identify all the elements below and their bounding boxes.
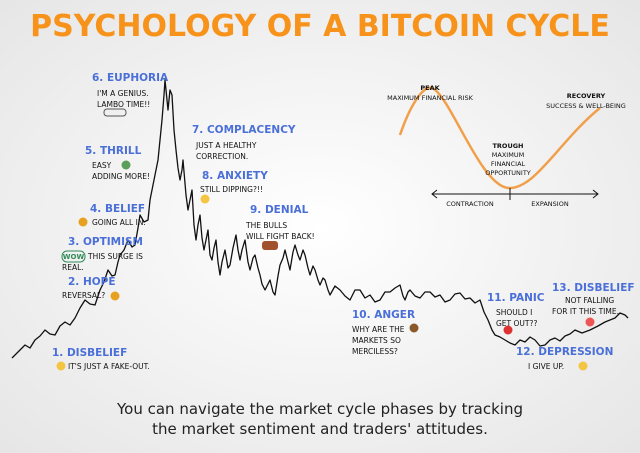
title: PSYCHOLOGY OF A BITCOIN CYCLE [30, 9, 610, 44]
phase-title: 3. OPTIMISM [68, 236, 143, 248]
phase-text: THIS SURGE IS [87, 252, 143, 261]
phase-title: 1. DISBELIEF [52, 347, 127, 359]
phase-text: FOR IT THIS TIME. [552, 307, 619, 316]
phase-title: 13. DISBELIEF [552, 282, 635, 294]
phase-text: WILL FIGHT BACK! [246, 232, 315, 241]
icon [578, 361, 588, 371]
phase-title: 2. HOPE [68, 276, 116, 288]
icon [262, 241, 278, 250]
inset-label: EXPANSION [531, 200, 569, 208]
phase-title: 4. BELIEF [90, 203, 145, 215]
icon [56, 361, 66, 371]
phase-title: 10. ANGER [352, 309, 415, 321]
phase-text: I GIVE UP. [528, 362, 564, 371]
phase-text: STILL DIPPING?!! [200, 185, 263, 194]
phase-text: REAL. [62, 263, 84, 272]
badge-text: WOW [63, 253, 85, 261]
icon [121, 160, 131, 170]
icon [503, 325, 513, 335]
icon [585, 317, 595, 327]
icon [103, 108, 127, 117]
price-line [11, 79, 629, 359]
phase-text: THE BULLS [245, 221, 287, 230]
phase-text: GOING ALL IN. [92, 218, 146, 227]
phase-text: CORRECTION. [196, 152, 248, 161]
inset-label: RECOVERY [567, 92, 606, 100]
inset-note: MAXIMUM [492, 151, 524, 159]
phase-text: WHY ARE THE [352, 325, 405, 334]
phase-text: MERCILESS? [352, 347, 398, 356]
icon [409, 323, 419, 333]
icon [110, 291, 120, 301]
footer: You can navigate the market cycle phases… [116, 400, 523, 418]
inset-label: PEAK [420, 84, 440, 92]
phase-text: REVERSAL? [62, 291, 105, 300]
phase-title: 9. DENIAL [250, 204, 309, 216]
inset-note: MAXIMUM FINANCIAL RISK [387, 94, 473, 102]
phase-title: 8. ANXIETY [202, 170, 268, 182]
inset-note: OPPORTUNITY [485, 169, 531, 177]
phase-text: SHOULD I [496, 308, 532, 317]
phase-title: 12. DEPRESSION [516, 346, 613, 358]
footer: the market sentiment and traders' attitu… [152, 420, 488, 438]
phase-text: MARKETS SO [352, 336, 401, 345]
phase-text: NOT FALLING [565, 296, 614, 305]
inset-note: FINANCIAL [491, 160, 526, 168]
cycle-axis [431, 188, 599, 200]
phase-title: 7. COMPLACENCY [192, 124, 296, 136]
phase-title: 6. EUPHORIA [92, 72, 169, 84]
phase-text: ADDING MORE! [92, 172, 150, 181]
cycle-curve [398, 86, 601, 190]
phase-text: GET OUT?? [496, 319, 537, 328]
phase-title: 11. PANIC [487, 292, 545, 304]
badge [61, 250, 86, 263]
inset-label: TROUGH [492, 142, 523, 150]
phase-text: I'M A GENIUS. [97, 89, 149, 98]
icon [78, 217, 88, 227]
phase-text: IT'S JUST A FAKE-OUT. [68, 362, 150, 371]
icon [200, 194, 210, 204]
phase-title: 5. THRILL [85, 145, 142, 157]
phase-text: LAMBO TIME!! [97, 100, 150, 109]
phase-text: JUST A HEALTHY [195, 141, 257, 150]
inset-label: CONTRACTION [446, 200, 494, 208]
inset-note: SUCCESS & WELL-BEING [546, 102, 626, 110]
phase-text: EASY [92, 161, 112, 170]
